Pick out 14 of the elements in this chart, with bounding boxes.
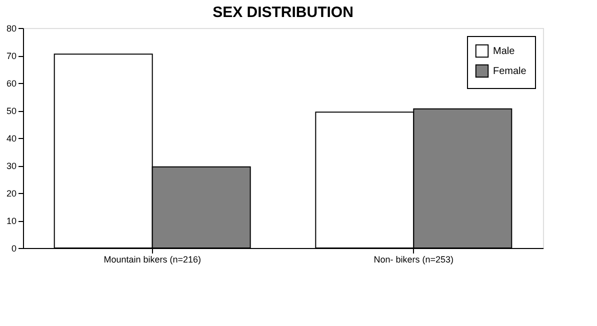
x-tick-label: Mountain bikers (n=216) <box>104 254 202 264</box>
y-tick-label: 40 <box>6 134 16 144</box>
y-tick-label: 0 <box>11 244 16 254</box>
chart-title: SEX DISTRIBUTION <box>212 4 354 21</box>
y-tick-label: 30 <box>6 161 16 171</box>
y-tick-label: 60 <box>6 78 16 88</box>
y-tick-label: 50 <box>6 106 16 116</box>
legend-label: Male <box>493 46 516 57</box>
x-tick-label: Non- bikers (n=253) <box>374 254 454 264</box>
y-tick-label: 10 <box>6 216 16 226</box>
legend-label: Female <box>493 66 527 77</box>
y-tick-label: 70 <box>6 51 16 61</box>
y-tick-label: 80 <box>6 24 16 34</box>
y-tick-label: 20 <box>6 188 16 198</box>
